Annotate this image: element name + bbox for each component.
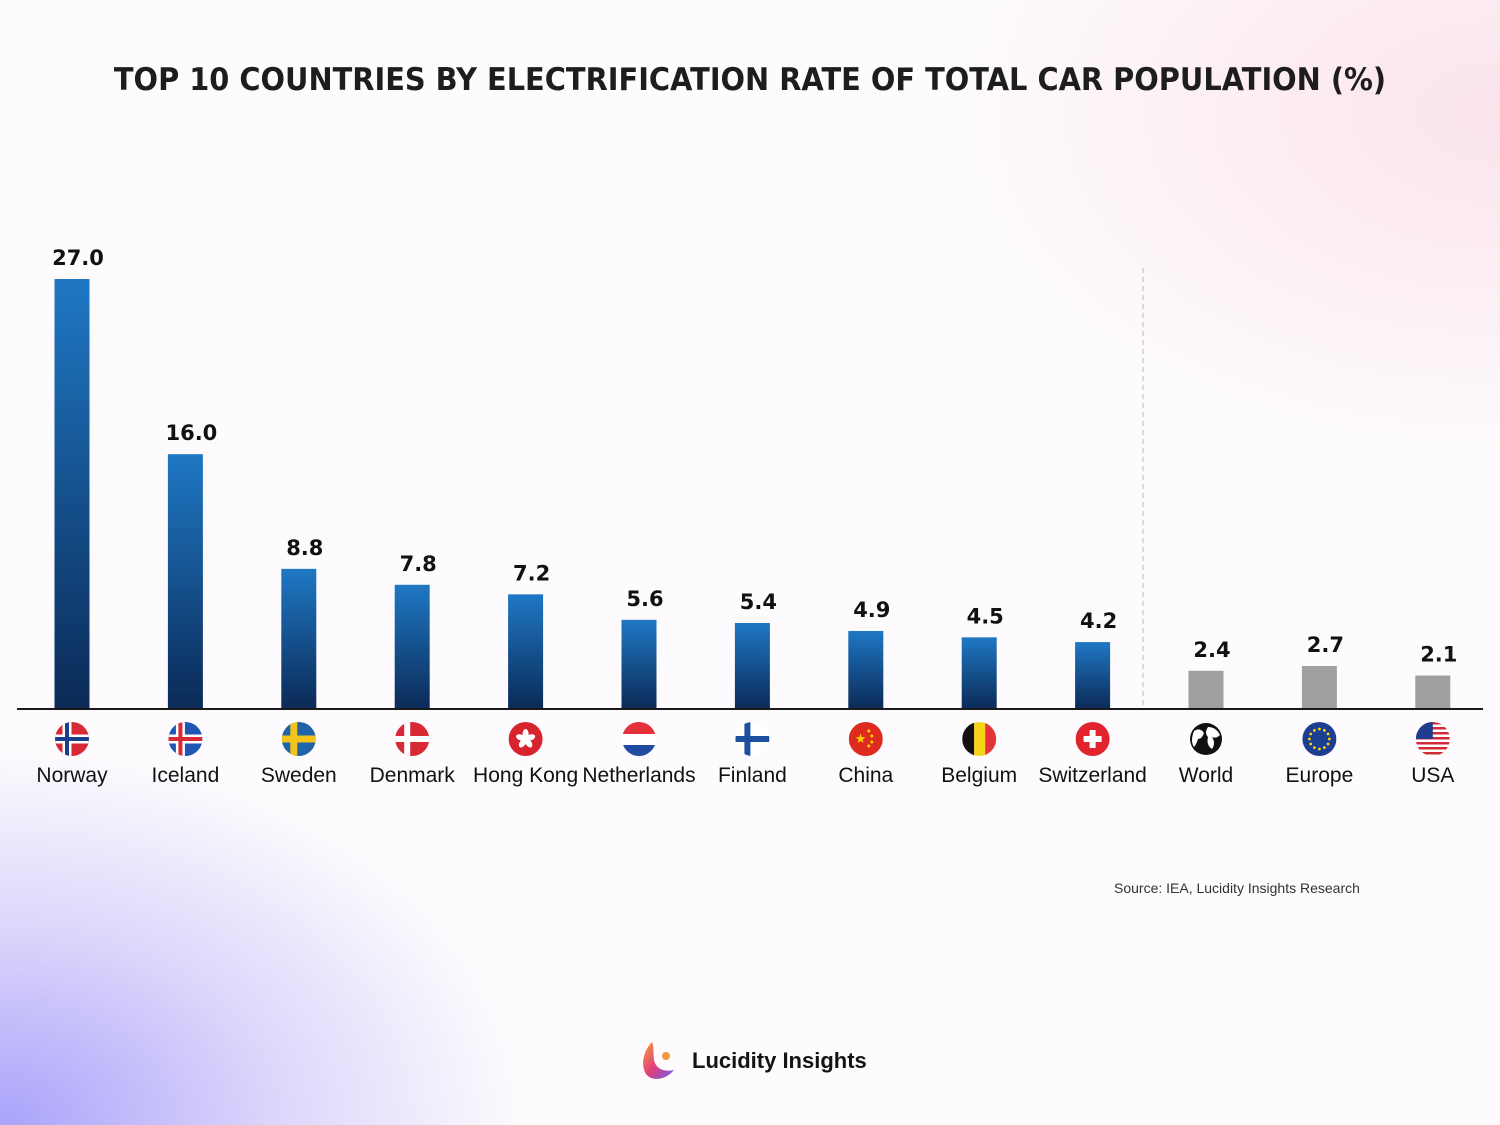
value-label: 27.0 (52, 246, 104, 270)
bar-group: 5.4 Finland (718, 590, 787, 787)
bar-netherlands (621, 619, 657, 709)
bar-group: 4.2 Switzerland (1038, 609, 1147, 787)
bar-group: 27.0 Norway (36, 246, 108, 787)
category-label: Iceland (152, 764, 220, 787)
bar-hong-kong (508, 594, 544, 709)
category-label: Belgium (941, 764, 1017, 787)
bar-group: 5.6 Netherlands (582, 587, 695, 787)
bar-china (848, 630, 884, 709)
china-flag-icon: ★ (848, 722, 883, 756)
value-label: 4.9 (853, 598, 890, 622)
lucidity-logo-icon (643, 1042, 674, 1079)
category-label: Finland (718, 764, 787, 787)
iceland-flag-icon (168, 722, 203, 756)
bar-group: 2.1 USA (1411, 643, 1457, 787)
value-label: 4.2 (1080, 609, 1117, 633)
usa-flag-icon (1415, 722, 1450, 756)
value-label: 4.5 (967, 604, 1004, 628)
value-label: 7.2 (513, 561, 550, 585)
eu-flag-icon (1302, 722, 1337, 756)
value-label: 2.4 (1193, 638, 1230, 662)
category-label: Sweden (261, 764, 337, 787)
value-label: 2.1 (1420, 643, 1457, 667)
bar-group: 2.7 Europe (1286, 633, 1354, 787)
value-label: 5.6 (626, 587, 663, 611)
bar-world (1188, 670, 1224, 709)
category-label: China (838, 764, 893, 787)
bar-group: 4.9 ★ China (838, 598, 893, 787)
switzerland-flag-icon (1075, 722, 1110, 756)
category-label: Switzerland (1038, 764, 1147, 787)
bar-belgium (961, 637, 997, 709)
bar-norway (54, 279, 90, 709)
value-label: 2.7 (1307, 633, 1344, 657)
bar-group: 4.5 Belgium (941, 604, 1017, 787)
category-label: World (1179, 764, 1233, 787)
category-label: Hong Kong (473, 764, 578, 787)
value-label: 8.8 (286, 536, 323, 560)
bar-group: 7.8 Denmark (370, 552, 456, 787)
globe-icon (1189, 722, 1223, 756)
hong-kong-flag-icon (508, 722, 543, 756)
bar-group: 8.8 Sweden (261, 536, 337, 787)
norway-flag-icon (55, 722, 89, 756)
bar-switzerland (1075, 642, 1111, 709)
bar-group: 16.0 Iceland (152, 421, 220, 787)
category-label: Europe (1286, 764, 1354, 787)
category-label: USA (1411, 764, 1454, 787)
value-label: 5.4 (740, 590, 777, 614)
logo-text: Lucidity Insights (692, 1048, 867, 1073)
category-label: Norway (36, 764, 108, 787)
bar-iceland (167, 454, 203, 709)
logo: Lucidity Insights (640, 1040, 867, 1082)
source-note: Source: IEA, Lucidity Insights Research (1114, 880, 1360, 896)
sweden-flag-icon (281, 722, 316, 756)
svg-text:★: ★ (855, 731, 867, 746)
bar-denmark (394, 584, 430, 709)
chart-title: TOP 10 COUNTRIES BY ELECTRIFICATION RATE… (113, 62, 1387, 98)
category-label: Denmark (370, 764, 456, 787)
bar-europe (1301, 666, 1337, 709)
netherlands-flag-icon (622, 722, 656, 756)
bar-sweden (281, 568, 317, 709)
denmark-flag-icon (395, 722, 430, 756)
bar-group: 2.4 World (1179, 638, 1233, 787)
bar-usa (1415, 675, 1451, 709)
category-label: Netherlands (582, 764, 695, 787)
belgium-flag-icon (962, 722, 997, 756)
value-label: 16.0 (165, 421, 217, 445)
value-label: 7.8 (400, 552, 437, 576)
finland-flag-icon (735, 722, 770, 756)
bar-finland (734, 623, 770, 709)
bar-group: 7.2 Hong Kong (473, 561, 578, 787)
